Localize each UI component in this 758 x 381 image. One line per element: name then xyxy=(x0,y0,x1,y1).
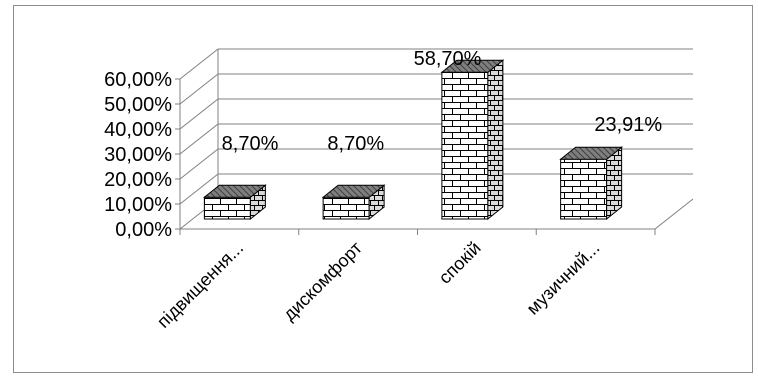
data-label: 8,70% xyxy=(222,133,279,155)
category-label: дискомфорт xyxy=(279,238,366,325)
data-label: 8,70% xyxy=(327,133,384,155)
bar xyxy=(321,184,386,221)
gridline-diagonal xyxy=(179,98,219,130)
bar-front xyxy=(322,196,370,220)
bar-top xyxy=(202,184,267,198)
category-label: спокій xyxy=(435,238,485,288)
y-tick-label: 50,00% xyxy=(104,94,172,116)
bar-front xyxy=(560,158,608,220)
category-label: підвищення... xyxy=(153,238,247,332)
data-label: 23,91% xyxy=(594,114,662,136)
gridline-diagonal xyxy=(179,73,219,105)
bar xyxy=(440,59,505,221)
gridline-diagonal xyxy=(179,48,219,80)
y-tick-label: 0,00% xyxy=(115,219,172,241)
bar xyxy=(202,184,267,221)
bar-side xyxy=(487,59,504,221)
category-label: музичний... xyxy=(523,238,604,319)
gridline-diagonal xyxy=(179,173,219,205)
bar-top xyxy=(559,146,624,160)
y-tick-label: 10,00% xyxy=(104,194,172,216)
y-tick-label: 60,00% xyxy=(104,69,172,91)
bar-top xyxy=(440,59,505,73)
y-tick-label: 40,00% xyxy=(104,119,172,141)
bar-front xyxy=(203,196,251,220)
bar-front xyxy=(441,71,489,220)
data-label: 58,70% xyxy=(414,48,482,70)
gridline-diagonal xyxy=(179,123,219,155)
y-tick-label: 30,00% xyxy=(104,144,172,166)
bar-top xyxy=(321,184,386,198)
bar xyxy=(559,146,624,221)
y-tick-label: 20,00% xyxy=(104,169,172,191)
gridline-diagonal xyxy=(179,148,219,180)
